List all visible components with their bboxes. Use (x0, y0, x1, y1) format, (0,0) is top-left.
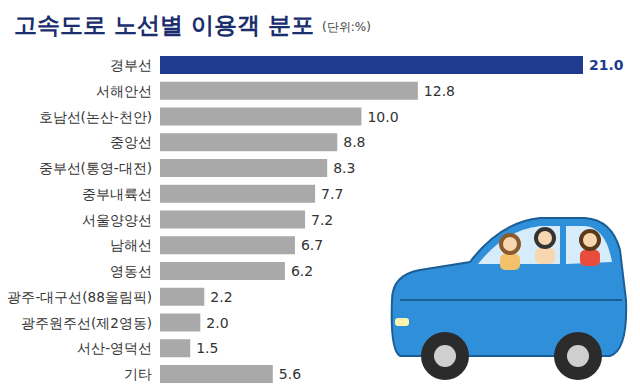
data-label: 6.2 (291, 263, 313, 279)
passenger-body (535, 248, 555, 264)
bar (160, 288, 204, 306)
bar (160, 365, 273, 383)
category-label: 중부선(통영-대전) (39, 160, 152, 176)
car-light (395, 318, 409, 326)
data-label: 7.7 (321, 186, 343, 202)
car-body (392, 218, 627, 356)
data-label: 5.6 (279, 366, 301, 382)
bars (160, 56, 583, 383)
bar (160, 159, 327, 177)
car-wheel (554, 332, 602, 380)
car-illustration (392, 218, 627, 380)
bar (160, 262, 285, 280)
bar (160, 82, 418, 100)
category-label: 광주원주선(제2영동) (21, 315, 152, 331)
category-label: 호남선(논산-천안) (39, 109, 152, 125)
passenger-head (581, 231, 599, 249)
bar (160, 314, 200, 332)
bar (160, 211, 305, 229)
category-label: 남해선 (110, 237, 152, 253)
data-label: 1.5 (196, 340, 218, 356)
data-label: 12.8 (424, 83, 455, 99)
car-wheel (421, 332, 469, 380)
category-label: 경부선 (110, 57, 152, 73)
category-label: 중부내륙선 (82, 186, 152, 202)
bar (160, 56, 583, 74)
data-label: 8.8 (343, 134, 365, 150)
data-label: 2.2 (210, 289, 232, 305)
passenger-head (501, 235, 519, 253)
category-label: 기타 (124, 366, 152, 382)
data-label: 8.3 (333, 160, 355, 176)
data-label: 6.7 (301, 237, 323, 253)
car-hub (434, 345, 456, 367)
car-hub (567, 345, 589, 367)
chart: 고속도로 노선별 이용객 분포 (단위:%) 경부선 21.0 서해안선 12.8 호남선(… (0, 0, 640, 389)
passenger-body (500, 254, 520, 270)
category-label: 광주-대구선(88올림픽) (7, 289, 152, 305)
labels: 경부선 21.0 서해안선 12.8 호남선(논산-천안) 10.0 중앙선 8.8 중부선(통… (7, 57, 623, 382)
category-label: 영동선 (110, 263, 152, 279)
title: 고속도로 노선별 이용객 분포 (14, 12, 314, 38)
category-label: 중앙선 (110, 134, 152, 150)
bar (160, 185, 315, 203)
bar (160, 236, 295, 254)
data-label: 10.0 (367, 109, 398, 125)
subtitle: (단위:%) (322, 20, 371, 34)
category-label: 서산-영덕선 (77, 340, 152, 356)
bar (160, 339, 190, 357)
bar (160, 108, 361, 126)
passenger-body (580, 250, 600, 266)
passenger-head (536, 229, 554, 247)
category-label: 서해안선 (96, 83, 152, 99)
category-label: 서울양양선 (82, 212, 152, 228)
data-label: 7.2 (311, 212, 333, 228)
bar (160, 133, 337, 151)
data-label: 2.0 (206, 315, 228, 331)
data-label: 21.0 (589, 57, 624, 73)
car-line (400, 299, 622, 301)
